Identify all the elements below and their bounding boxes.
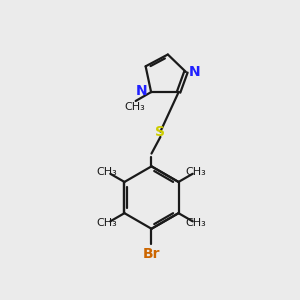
- Text: N: N: [189, 65, 200, 79]
- Text: CH₃: CH₃: [185, 167, 206, 177]
- Text: CH₃: CH₃: [125, 103, 146, 112]
- Text: Br: Br: [143, 247, 160, 261]
- Text: CH₃: CH₃: [185, 218, 206, 228]
- Text: CH₃: CH₃: [97, 167, 118, 177]
- Text: CH₃: CH₃: [97, 218, 118, 228]
- Text: N: N: [136, 85, 148, 98]
- Text: S: S: [155, 124, 165, 139]
